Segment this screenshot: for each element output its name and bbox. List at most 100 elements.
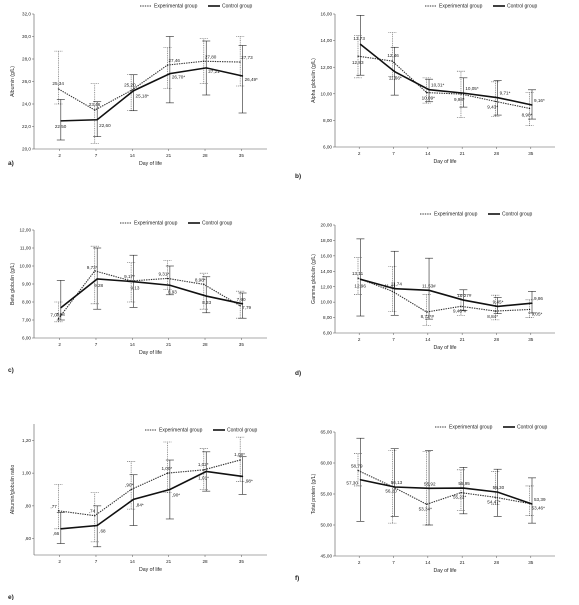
legend: Experimental group Control group [435, 425, 548, 431]
series-line [60, 470, 243, 530]
data-point [132, 498, 135, 500]
data-label: 9,43* [487, 104, 498, 109]
legend-label-experimental: Experimental group [434, 212, 478, 218]
data-point [357, 469, 359, 472]
panel-letter: f) [295, 575, 299, 582]
data-label: ,98* [245, 478, 253, 483]
data-point [169, 284, 171, 286]
data-label: 8,90* [522, 112, 533, 117]
x-tick-label: 7 [95, 342, 98, 347]
y-tick-label: 65,00 [321, 430, 333, 435]
data-label: ,68 [99, 529, 106, 534]
data-point [494, 310, 496, 312]
data-point [239, 61, 241, 63]
data-label: 10,27# [457, 293, 471, 298]
data-point [494, 100, 496, 102]
y-tick-label: 6,00 [22, 336, 31, 341]
data-label: 23,46 [89, 102, 101, 107]
data-point [241, 303, 244, 305]
data-label: 9,98* [454, 97, 465, 102]
y-tick-label: 7,00 [22, 318, 31, 323]
data-label: 1,02* [198, 462, 209, 467]
chart-panel-5: ,60 ,80 1,00 1,20 2 7 14 21 28 35 Day of life Album… [8, 424, 267, 601]
panel-letter: e) [8, 594, 14, 600]
x-tick-label: 2 [58, 342, 61, 347]
y-tick-label: 12,00 [321, 284, 333, 289]
x-tick-label: 2 [58, 559, 61, 564]
x-axis-title: Day of life [433, 568, 456, 574]
data-point [166, 277, 169, 280]
x-tick-label: 2 [58, 153, 61, 158]
data-label: 12,83 [352, 60, 364, 65]
data-label: 9,45* [493, 299, 504, 304]
series-line [359, 43, 533, 106]
data-label: 57,30 [346, 481, 358, 486]
data-point [391, 290, 393, 292]
y-tick-label: 10,00 [20, 264, 32, 269]
y-tick-label: 11,00 [20, 246, 32, 251]
data-point [497, 97, 499, 99]
data-label: ,77 [50, 504, 57, 509]
data-label: 55,95 [458, 481, 470, 486]
legend-label-control: Control group [517, 425, 548, 431]
data-point [426, 311, 428, 313]
x-tick-label: 21 [460, 151, 466, 156]
data-point [57, 88, 60, 90]
data-point [494, 496, 496, 498]
x-tick-label: 7 [392, 560, 395, 565]
data-point [497, 305, 499, 307]
legend-label-experimental: Experimental group [134, 221, 178, 227]
panel-letter: a) [8, 160, 14, 167]
series-control: 57,30 56,13 55,92 55,95 55,30 53,39 [346, 437, 546, 526]
y-tick-label: 18,00 [321, 238, 333, 243]
data-point [132, 90, 135, 92]
series-experimental: 7,07 9,73* 9,17* 9,31* 8,98* 7,79 [50, 245, 252, 323]
x-tick-label: 2 [358, 560, 361, 565]
y-tick-label: 22,0 [22, 124, 31, 129]
data-label: 9,17* [124, 274, 135, 279]
data-label: 56,20 [385, 489, 397, 494]
data-point [428, 89, 430, 91]
data-point [239, 459, 241, 461]
y-tick-label: ,60 [25, 536, 32, 541]
data-label: 53,46* [532, 506, 545, 511]
legend-label-control: Control group [507, 4, 538, 10]
data-point [94, 109, 96, 111]
chart-panel-6: 45,00 50,00 55,00 60,00 65,00 2 7 14 21 28 35 Day o… [295, 425, 555, 582]
data-label: 10,31* [431, 83, 444, 88]
x-tick-label: 28 [494, 151, 500, 156]
data-label: ,90* [172, 493, 180, 498]
data-label: 25,34 [52, 81, 64, 86]
data-label: 55,92 [424, 481, 436, 486]
x-tick-label: 28 [202, 342, 208, 347]
x-axis-title: Day of life [433, 345, 456, 351]
data-label: 8,93 [168, 289, 177, 294]
y-tick-label: 30,0 [22, 34, 31, 39]
data-point [529, 107, 531, 110]
y-tick-label: 1,00 [22, 471, 31, 476]
data-point [96, 524, 98, 527]
data-point [394, 288, 396, 290]
data-point [60, 120, 62, 122]
x-tick-label: 35 [239, 153, 245, 158]
data-point [57, 510, 60, 512]
x-tick-label: 14 [130, 342, 136, 347]
series-control: 7,68 9,28 9,13 8,93 8,33 7,90 [56, 247, 247, 321]
data-label: 10,09* [422, 96, 435, 101]
data-point [205, 470, 207, 473]
data-point [57, 318, 60, 320]
data-label: 26,49* [245, 77, 258, 82]
x-tick-label: 28 [494, 337, 500, 342]
legend-label-control: Control group [502, 212, 533, 218]
y-tick-label: 45,00 [321, 554, 333, 559]
y-tick-label: 20,0 [22, 147, 31, 152]
data-point [166, 64, 169, 66]
data-point [60, 307, 62, 309]
data-label: 13,73 [353, 36, 365, 41]
data-point [130, 89, 132, 92]
y-tick-label: 1,20 [22, 438, 31, 443]
chart-panel-3: 6,00 7,00 8,00 9,00 10,00 11,00 12,00 2 7 14 21 28 3… [8, 221, 267, 374]
legend-label-experimental: Experimental group [449, 425, 493, 431]
data-label: 11,66* [389, 76, 402, 81]
